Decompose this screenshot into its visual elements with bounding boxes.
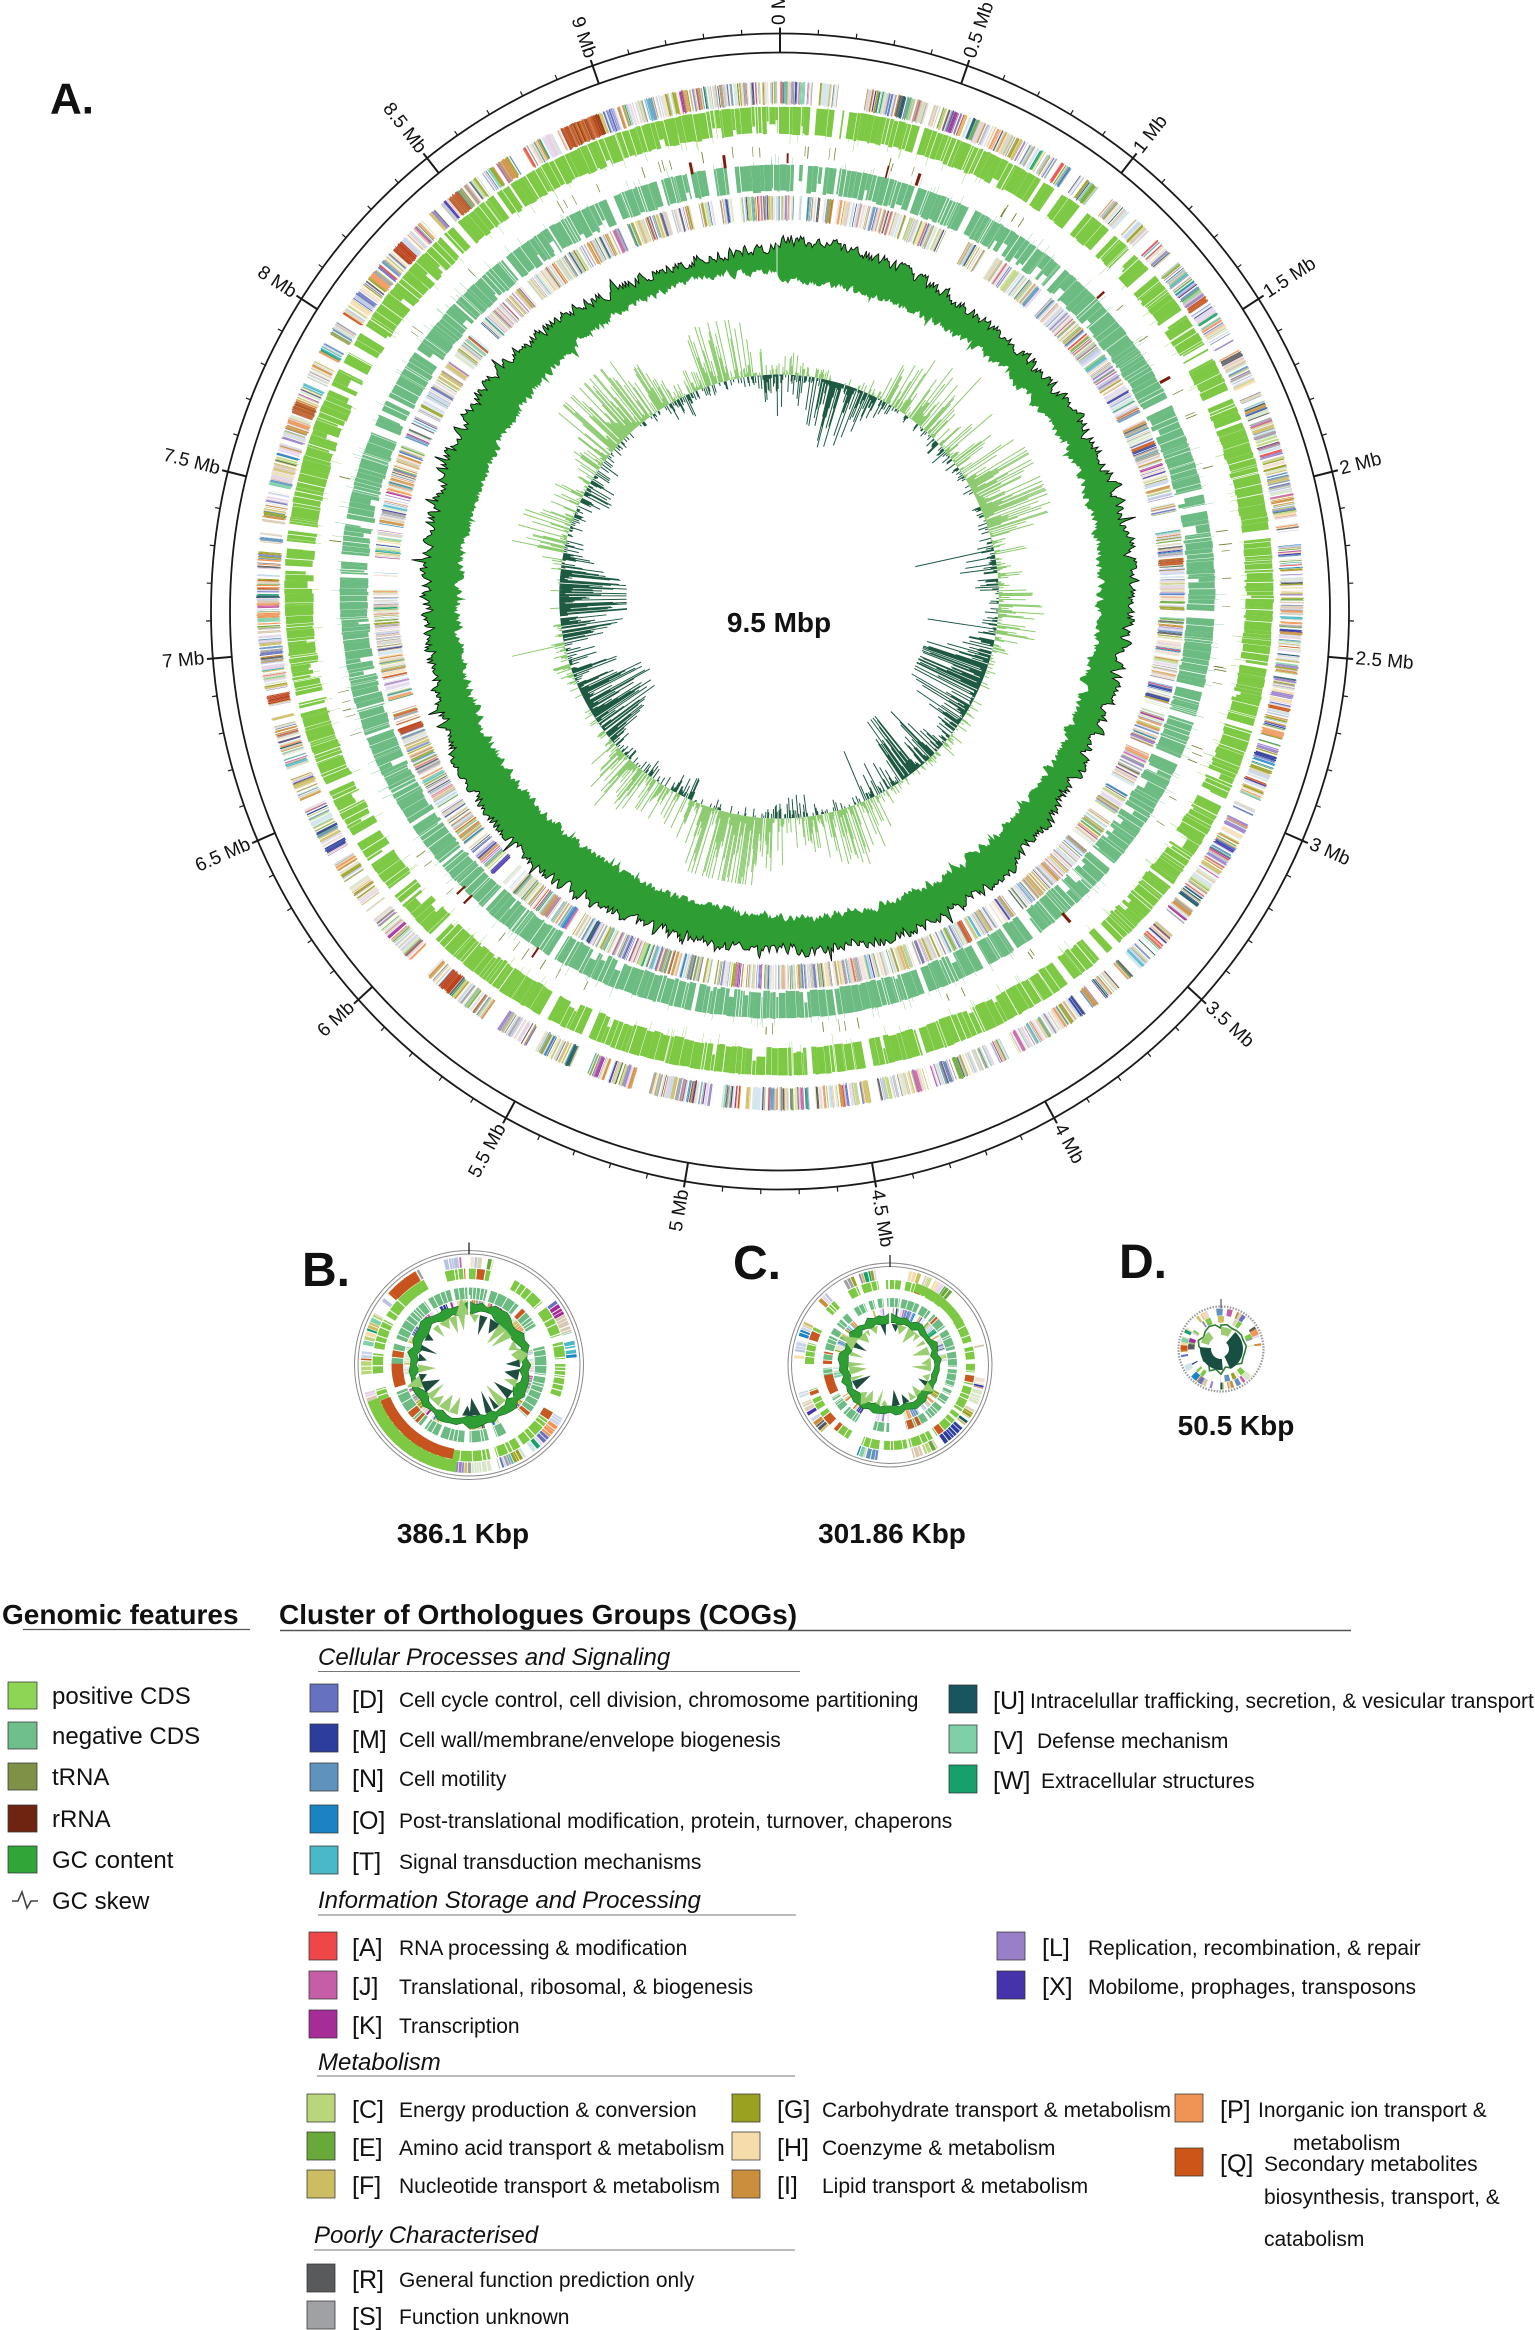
svg-text:301.86 Kbp: 301.86 Kbp <box>818 1518 966 1549</box>
svg-text:[E]: [E] <box>352 2134 383 2162</box>
svg-text:Metabolism: Metabolism <box>318 2049 441 2076</box>
svg-text:Cellular Processes and Signali: Cellular Processes and Signaling <box>318 1644 671 1671</box>
svg-text:[N]: [N] <box>352 1765 384 1793</box>
svg-text:9 Mb: 9 Mb <box>567 14 601 61</box>
svg-text:Cell cycle control, cell divis: Cell cycle control, cell division, chrom… <box>399 1689 918 1712</box>
svg-text:1 Mb: 1 Mb <box>1129 111 1172 157</box>
svg-text:Coenzyme & metabolism: Coenzyme & metabolism <box>822 2137 1055 2160</box>
svg-text:Mobilome, prophages, transposo: Mobilome, prophages, transposons <box>1088 1976 1416 1999</box>
svg-text:6.5 Mb: 6.5 Mb <box>192 834 254 877</box>
svg-text:[F]: [F] <box>352 2172 381 2200</box>
svg-text:GC content: GC content <box>52 1847 174 1874</box>
svg-text:[J]: [J] <box>352 1973 378 2001</box>
svg-text:D.: D. <box>1119 1236 1167 1289</box>
svg-text:[T]: [T] <box>352 1848 381 1876</box>
svg-text:Signal transduction mechanisms: Signal transduction mechanisms <box>399 1851 701 1874</box>
svg-text:[D]: [D] <box>352 1686 384 1714</box>
svg-text:[W]: [W] <box>993 1767 1031 1795</box>
svg-text:Cell wall/membrane/envelope bi: Cell wall/membrane/envelope biogenesis <box>399 1729 781 1752</box>
svg-text:Extracellular structures: Extracellular structures <box>1041 1770 1255 1793</box>
svg-text:metabolism: metabolism <box>1293 2132 1400 2155</box>
svg-text:catabolism: catabolism <box>1264 2228 1364 2251</box>
svg-text:[X]: [X] <box>1042 1973 1073 2001</box>
svg-text:biosynthesis, transport, &: biosynthesis, transport, & <box>1264 2186 1500 2209</box>
svg-text:[L]: [L] <box>1042 1934 1070 1962</box>
svg-text:tRNA: tRNA <box>52 1764 109 1791</box>
svg-text:7.5 Mb: 7.5 Mb <box>161 445 222 480</box>
svg-text:Defense mechanism: Defense mechanism <box>1037 1730 1228 1753</box>
svg-text:Intracelullar trafficking, sec: Intracelullar trafficking, secretion, & … <box>1030 1690 1534 1713</box>
svg-text:50.5 Kbp: 50.5 Kbp <box>1178 1410 1295 1441</box>
svg-text:4.5 Mb: 4.5 Mb <box>867 1188 897 1249</box>
svg-text:Amino acid transport & metabol: Amino acid transport & metabolism <box>399 2137 725 2160</box>
svg-text:9.5 Mbp: 9.5 Mbp <box>727 607 831 638</box>
svg-text:1.5 Mb: 1.5 Mb <box>1260 253 1320 302</box>
svg-text:Genomic features: Genomic features <box>2 1599 239 1630</box>
svg-text:Transcription: Transcription <box>399 2015 520 2038</box>
svg-text:B.: B. <box>302 1244 350 1297</box>
svg-text:[M]: [M] <box>352 1726 387 1754</box>
svg-text:Inorganic ion transport &: Inorganic ion transport & <box>1258 2099 1487 2122</box>
svg-text:5.5 Mb: 5.5 Mb <box>465 1120 511 1181</box>
svg-text:5 Mb: 5 Mb <box>666 1188 694 1233</box>
svg-text:Nucleotide transport & metabol: Nucleotide transport & metabolism <box>399 2175 720 2198</box>
svg-text:Post-translational modificatio: Post-translational modification, protein… <box>399 1810 952 1833</box>
svg-text:[H]: [H] <box>777 2134 809 2162</box>
svg-text:Poorly Characterised: Poorly Characterised <box>314 2222 539 2249</box>
svg-text:2 Mb: 2 Mb <box>1338 449 1384 480</box>
svg-text:Cluster of Orthologues Groups: Cluster of Orthologues Groups (COGs) <box>279 1599 797 1630</box>
svg-text:A.: A. <box>50 75 94 124</box>
svg-text:rRNA: rRNA <box>52 1806 111 1833</box>
svg-text:Replication, recombination, &: Replication, recombination, & repair <box>1088 1937 1421 1960</box>
svg-text:Function unknown: Function unknown <box>399 2306 569 2329</box>
svg-text:8 Mb: 8 Mb <box>253 262 300 303</box>
svg-text:0 Mb: 0 Mb <box>769 0 790 25</box>
svg-text:3 Mb: 3 Mb <box>1306 834 1353 870</box>
svg-text:0.5 Mb: 0.5 Mb <box>960 0 999 61</box>
svg-text:RNA processing & modification: RNA processing & modification <box>399 1937 687 1960</box>
svg-text:[O]: [O] <box>352 1807 385 1835</box>
svg-text:[R]: [R] <box>352 2266 384 2294</box>
svg-text:[G]: [G] <box>777 2096 810 2124</box>
svg-text:6 Mb: 6 Mb <box>314 997 359 1041</box>
svg-text:2.5 Mb: 2.5 Mb <box>1355 648 1415 674</box>
svg-text:Carbohydrate transport & metab: Carbohydrate transport & metabolism <box>822 2099 1171 2122</box>
svg-text:[S]: [S] <box>352 2303 383 2330</box>
svg-text:[Q]: [Q] <box>1220 2150 1253 2178</box>
svg-text:[K]: [K] <box>352 2012 383 2040</box>
svg-text:Secondary metabolites: Secondary metabolites <box>1264 2153 1478 2176</box>
svg-text:4 Mb: 4 Mb <box>1049 1120 1088 1167</box>
svg-text:GC skew: GC skew <box>52 1888 150 1915</box>
svg-text:Information Storage and Proces: Information Storage and Processing <box>318 1887 702 1914</box>
svg-text:General function prediction on: General function prediction only <box>399 2269 695 2292</box>
svg-text:positive CDS: positive CDS <box>52 1683 191 1710</box>
svg-text:[C]: [C] <box>352 2096 384 2124</box>
svg-text:Translational, ribosomal, & bi: Translational, ribosomal, & biogenesis <box>399 1976 753 1999</box>
svg-text:Energy production & conversion: Energy production & conversion <box>399 2099 697 2122</box>
svg-text:negative CDS: negative CDS <box>52 1723 200 1750</box>
svg-text:[A]: [A] <box>352 1934 383 1962</box>
svg-text:[V]: [V] <box>993 1727 1024 1755</box>
svg-text:3.5 Mb: 3.5 Mb <box>1201 997 1258 1052</box>
svg-text:[P]: [P] <box>1220 2096 1251 2124</box>
svg-text:8.5 Mb: 8.5 Mb <box>378 99 430 158</box>
svg-text:Cell motility: Cell motility <box>399 1768 507 1791</box>
svg-text:Lipid transport & metabolism: Lipid transport & metabolism <box>822 2175 1088 2198</box>
svg-text:C.: C. <box>733 1237 781 1290</box>
svg-text:386.1 Kbp: 386.1 Kbp <box>397 1518 529 1549</box>
svg-text:[I]: [I] <box>777 2172 798 2200</box>
svg-text:7 Mb: 7 Mb <box>161 648 205 672</box>
svg-text:[U]: [U] <box>993 1687 1025 1715</box>
